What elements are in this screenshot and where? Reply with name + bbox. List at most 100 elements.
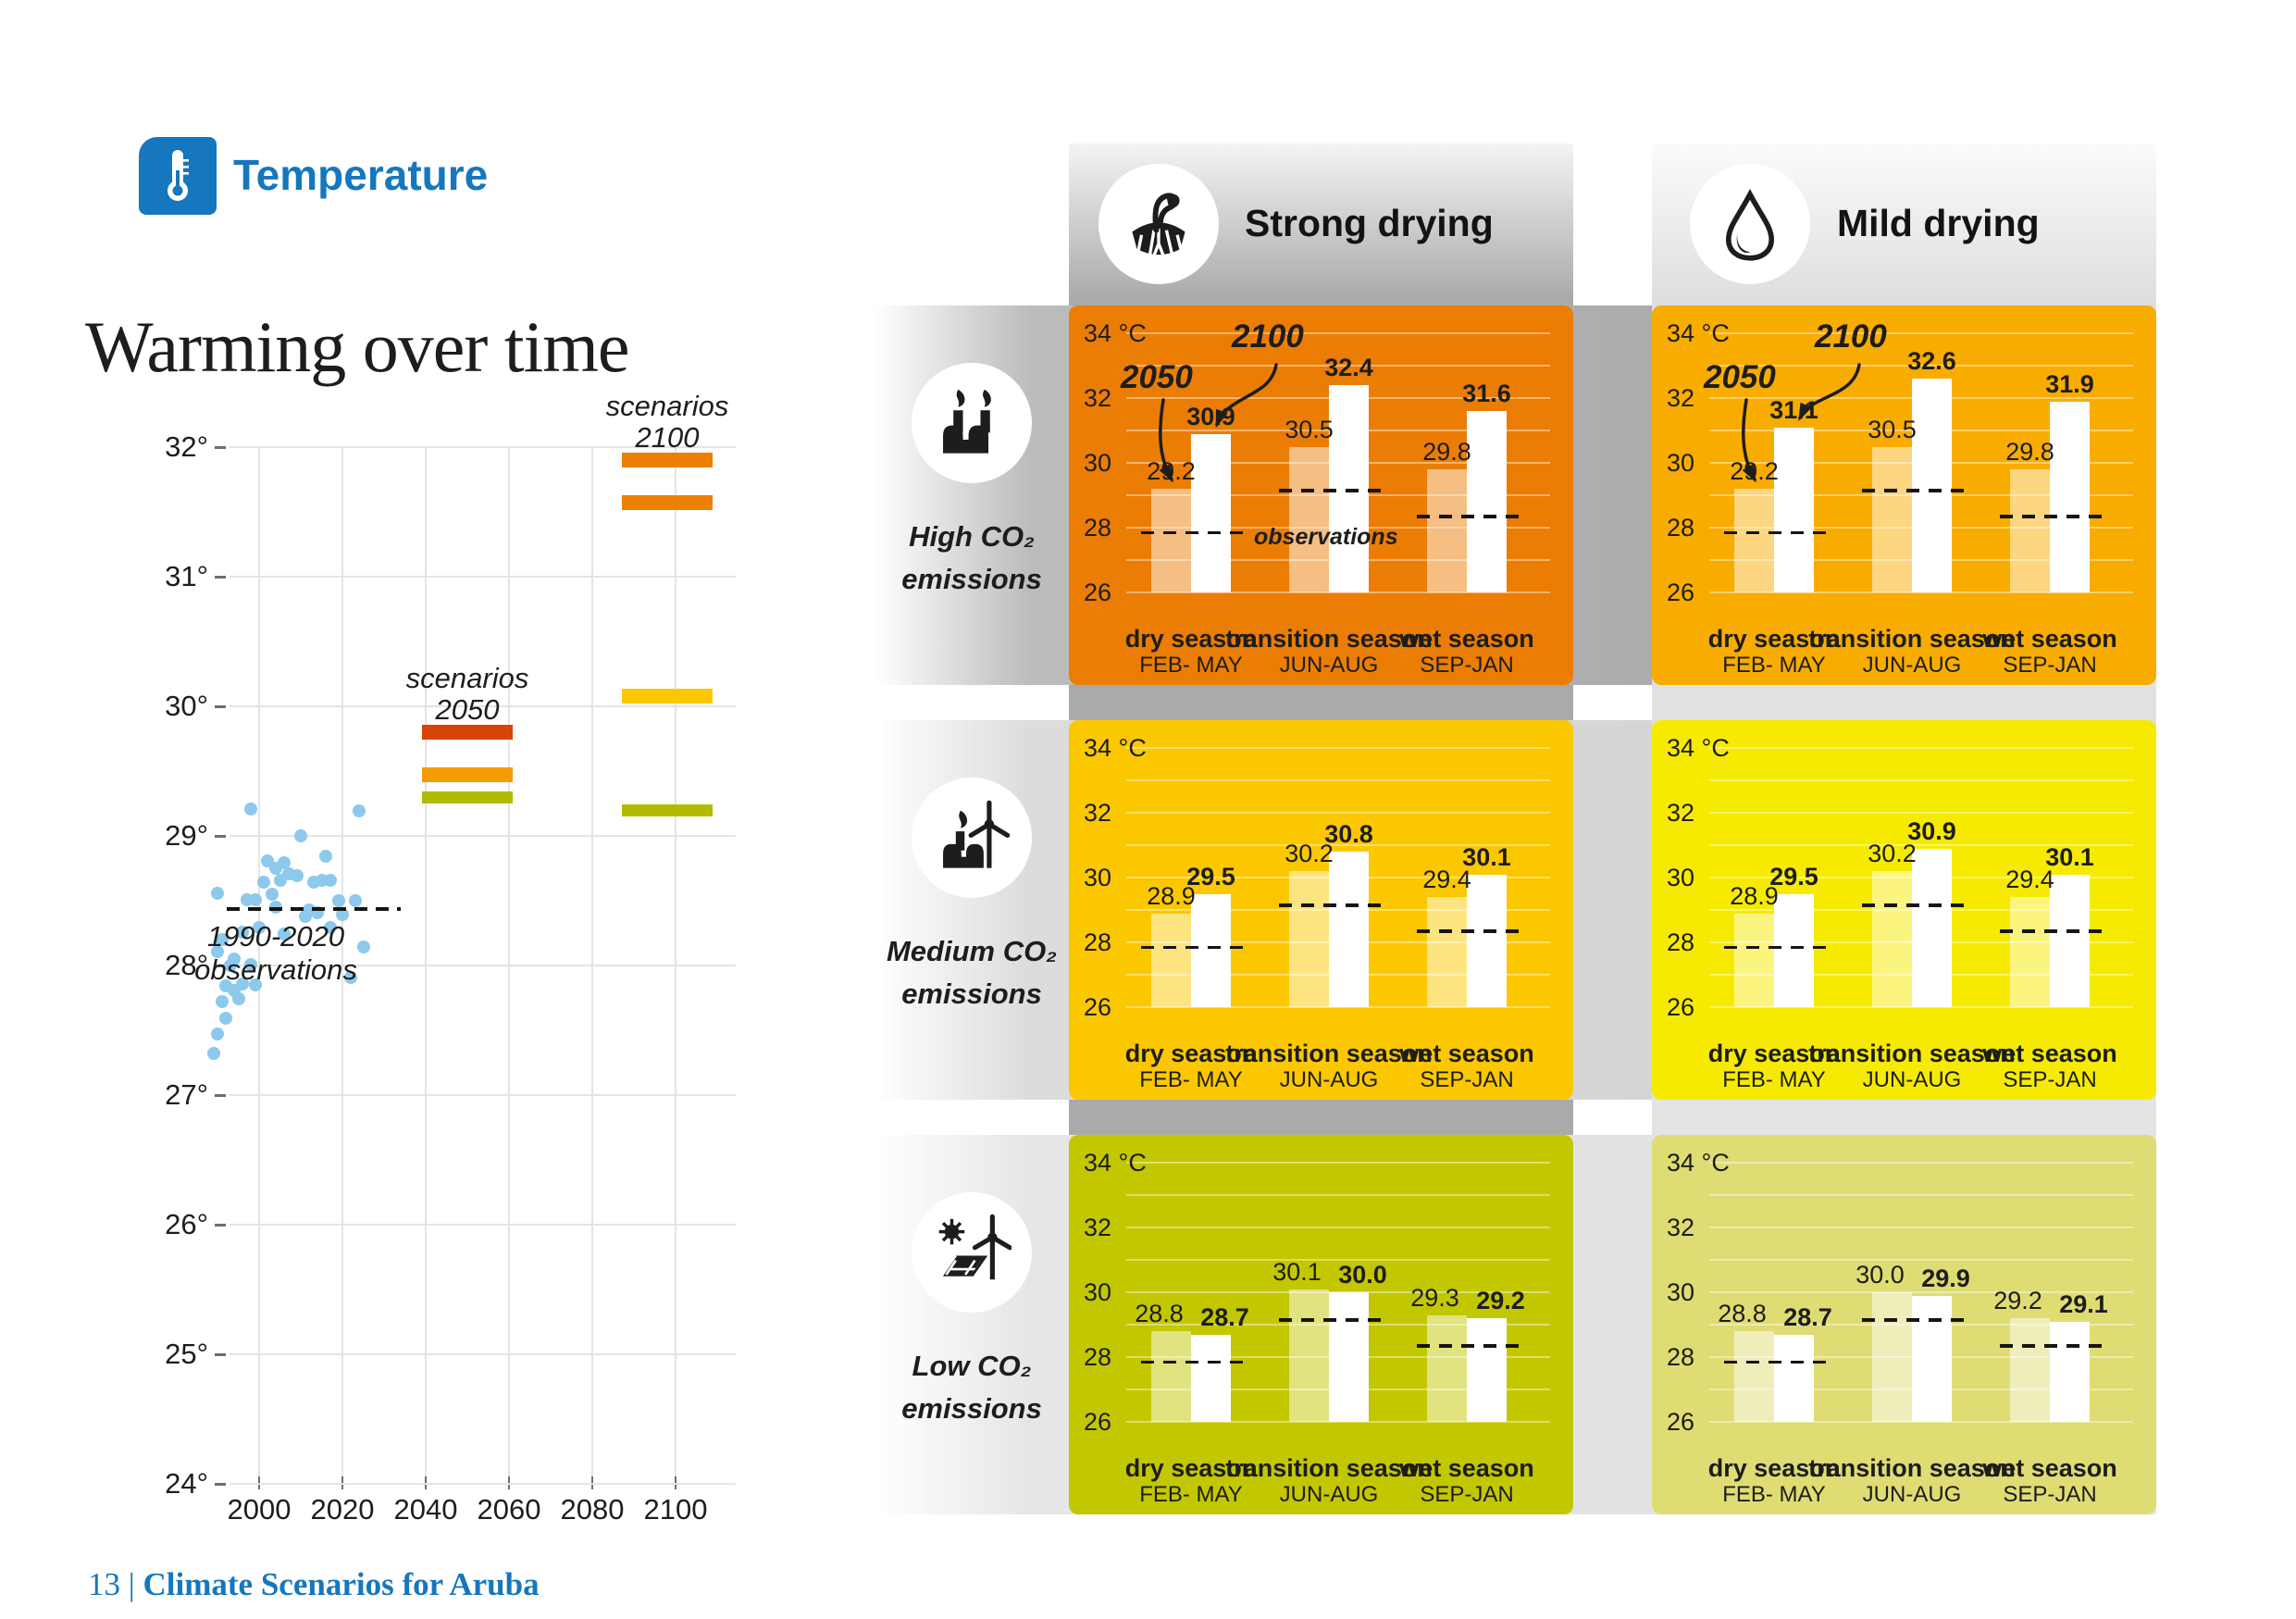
panel-gridline [1126, 1421, 1550, 1423]
bar-2050 [1151, 489, 1191, 592]
page-footer: 13 | Climate Scenarios for Aruba [88, 1566, 540, 1603]
bar-2100-value: 29.1 [2059, 1289, 2108, 1318]
panel-y-tick-label: 32 [1667, 799, 1695, 827]
panel-y-tick-label: 26 [1084, 993, 1112, 1021]
annotation-2100: 2100 [1232, 318, 1304, 355]
bar-2050-value: 28.8 [1135, 1300, 1184, 1327]
water-drop-icon [1690, 164, 1810, 284]
bar-2050 [1734, 1331, 1774, 1422]
observations-dashed-line [1724, 530, 1835, 534]
season-months: SEP-JAN [2003, 1482, 2097, 1507]
page-title: Warming over time [85, 306, 630, 387]
bar-2100-value: 31.6 [1462, 380, 1511, 407]
panel-y-tick-label: 34 °C [1667, 1149, 1730, 1177]
bar-2050 [2010, 469, 2050, 592]
bar-2050-value: 29.4 [2005, 866, 2054, 893]
panel-high-strong: 34 °C 32 30 28 26 29.2 30.9 dry season FEB- MAY 3… [1069, 305, 1573, 685]
observation-dot [336, 908, 349, 922]
y-gridline [230, 705, 736, 707]
y-tick-mark [215, 705, 226, 708]
bar-2100 [1191, 893, 1231, 1007]
observation-dot [278, 856, 291, 870]
panel-y-tick-label: 28 [1667, 1343, 1695, 1371]
panel-y-tick-label: 28 [1667, 928, 1695, 956]
observation-dot [265, 888, 279, 901]
bar-2050-value: 29.4 [1422, 866, 1471, 893]
panel-y-tick-label: 34 °C [1084, 1149, 1147, 1177]
scenario-group-label: 2100 [635, 421, 700, 454]
season-label: wet season [1399, 1454, 1534, 1482]
season-label: dry season [1707, 625, 1841, 653]
panel-gridline [1126, 844, 1550, 846]
observations-dashed-line [1279, 489, 1390, 492]
panel-medium-mild: 34 °C 32 30 28 26 28.9 29.5 dry season FEB- MAY 3… [1652, 720, 2156, 1100]
observation-dot [244, 802, 257, 816]
observation-dot [290, 869, 304, 883]
season-months: SEP-JAN [2003, 1067, 2097, 1092]
observation-dot [236, 977, 249, 990]
observations-dashed-line [2000, 929, 2111, 933]
observation-dot [244, 957, 257, 971]
footer-page-number: 13 [88, 1566, 120, 1602]
bar-2050-value: 29.8 [2005, 438, 2054, 466]
bar-2050-value: 29.2 [1147, 457, 1196, 485]
panel-y-tick-label: 26 [1667, 1408, 1695, 1436]
season-months: FEB- MAY [1139, 653, 1243, 678]
bar-2050 [2010, 1318, 2050, 1422]
x-tick-mark [508, 1476, 510, 1489]
x-tick-label: 2040 [393, 1493, 458, 1526]
season-label: transition season [1808, 625, 2016, 653]
observations-dashed-line [1862, 903, 1973, 907]
panel-y-tick-label: 34 °C [1084, 734, 1147, 762]
bar-2050-value: 29.3 [1410, 1283, 1459, 1312]
row-label-high-line1: High CO₂ [909, 520, 1035, 553]
bar-2050 [1289, 1289, 1329, 1422]
bar-2100-value: 32.6 [1907, 347, 1956, 375]
panel-gridline [1709, 1194, 2133, 1196]
bar-2100 [2050, 874, 2090, 1007]
row-label-high: High CO₂ emissions [875, 305, 1069, 685]
scenario-bar [622, 495, 713, 511]
y-gridline [230, 576, 736, 578]
row-label-medium-line2: emissions [901, 978, 1042, 1010]
season-months: JUN-AUG [1862, 1067, 1962, 1092]
scenario-bar [422, 725, 513, 740]
season-label: dry season [1707, 1040, 1841, 1067]
panel-gridline [1126, 1227, 1550, 1228]
bar-2050 [1427, 469, 1467, 592]
bar-2050-value: 30.1 [1272, 1257, 1322, 1286]
y-tick-label: 25° [165, 1338, 208, 1370]
y-tick-label: 26° [165, 1208, 208, 1240]
observations-dashed-line [1279, 1318, 1390, 1322]
y-tick-mark [215, 1483, 226, 1486]
panel-medium-strong: 34 °C 32 30 28 26 28.9 29.5 dry season FEB- MAY 3… [1069, 720, 1573, 1100]
bar-2100-value: 29.9 [1921, 1264, 1970, 1292]
x-gridline [508, 447, 510, 1484]
scenario-bar [622, 803, 713, 816]
panel-y-tick-label: 26 [1084, 1408, 1112, 1436]
bar-2100-value: 28.7 [1783, 1302, 1832, 1331]
y-tick-mark [215, 835, 226, 838]
bar-2100-value: 29.2 [1476, 1287, 1525, 1314]
observation-dot [228, 983, 241, 997]
observations-label: 1990-2020 [206, 920, 345, 953]
season-label: dry season [1707, 1454, 1841, 1482]
observation-dot [323, 873, 337, 887]
panel-gridline [1126, 1006, 1550, 1008]
bar-2050-value: 29.2 [1730, 457, 1779, 485]
observation-dot [219, 979, 232, 993]
season-label: transition season [1808, 1454, 2016, 1482]
x-tick-mark [591, 1476, 593, 1489]
panel-y-tick-label: 30 [1667, 449, 1695, 477]
y-gridline [230, 1353, 736, 1355]
observation-dot [323, 921, 337, 935]
brand-label: Temperature [233, 151, 489, 199]
panel-gridline [1126, 812, 1550, 814]
y-tick-mark [215, 446, 226, 449]
season-months: JUN-AUG [1279, 1482, 1379, 1507]
observations-dashed-line [1141, 1360, 1252, 1364]
row-label-high-line2: emissions [901, 563, 1042, 595]
scenario-group-label: 2050 [435, 693, 500, 726]
panel-gridline [1709, 812, 2133, 814]
